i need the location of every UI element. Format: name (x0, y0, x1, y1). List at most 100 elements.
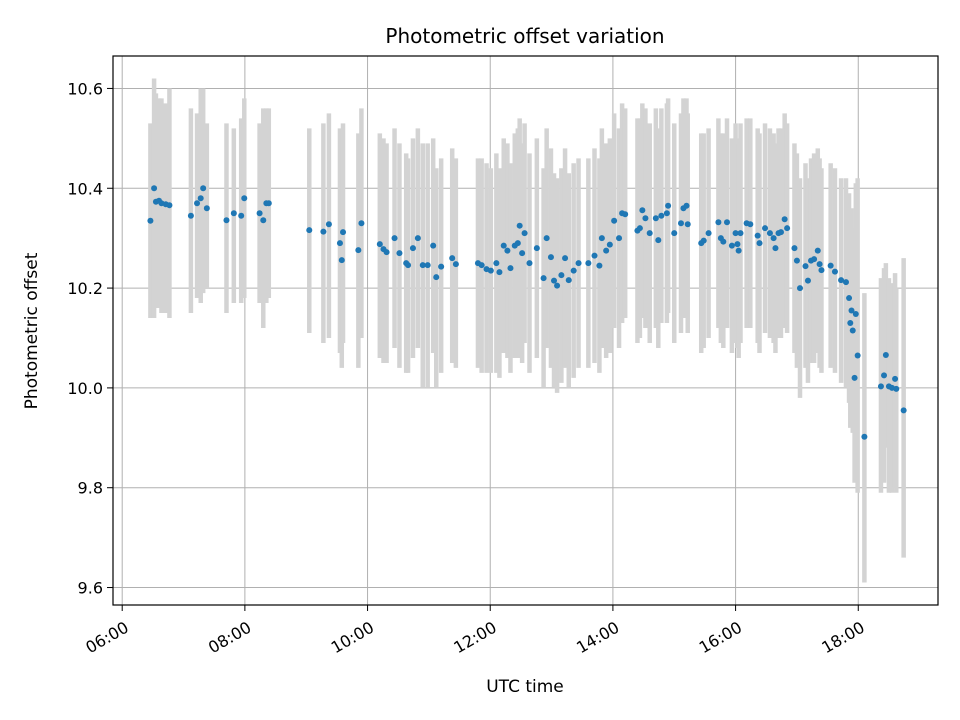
data-point (881, 372, 888, 379)
data-point (585, 260, 592, 267)
data-point (737, 230, 744, 237)
data-point (496, 269, 503, 276)
data-point (514, 240, 521, 247)
data-point (770, 235, 777, 242)
data-point (720, 238, 727, 245)
data-point (838, 277, 845, 284)
data-point (452, 261, 459, 268)
data-point (603, 247, 610, 254)
data-point (507, 265, 514, 272)
data-point (762, 225, 769, 232)
data-point (383, 249, 390, 256)
data-point (241, 195, 248, 202)
data-point (655, 237, 662, 244)
data-point (325, 221, 332, 228)
data-point (558, 272, 565, 279)
data-point (306, 227, 313, 234)
data-point (194, 200, 201, 207)
data-point (493, 260, 500, 267)
data-point (355, 247, 362, 254)
data-point (734, 241, 741, 248)
data-point (449, 255, 456, 262)
data-point (816, 261, 823, 268)
data-point (570, 267, 577, 274)
data-point (804, 277, 811, 284)
data-point (791, 245, 798, 252)
data-point (671, 230, 678, 237)
data-point (151, 185, 158, 192)
data-point (606, 241, 613, 248)
data-point (732, 230, 739, 237)
data-point (849, 327, 856, 334)
data-point (147, 217, 154, 224)
data-point (715, 219, 722, 226)
data-point (900, 407, 907, 414)
data-point (320, 228, 327, 235)
data-point (611, 217, 618, 224)
data-point (777, 229, 784, 236)
data-point (358, 220, 365, 227)
data-point (847, 320, 854, 327)
data-point (747, 221, 754, 228)
data-point (238, 212, 245, 219)
data-point (504, 247, 511, 254)
data-point (622, 211, 629, 218)
data-point (684, 221, 691, 228)
data-point (187, 212, 194, 219)
data-point (818, 267, 825, 274)
data-point (166, 202, 173, 209)
data-point (827, 262, 834, 269)
data-point (598, 235, 605, 242)
data-point (766, 230, 773, 237)
y-tick-label: 9.6 (78, 579, 103, 598)
data-point (405, 262, 412, 269)
data-point (565, 277, 572, 284)
data-point (728, 242, 735, 249)
data-point (784, 225, 791, 232)
data-point (877, 383, 884, 390)
data-point (846, 295, 853, 302)
data-point (616, 235, 623, 242)
data-point (852, 311, 859, 318)
data-point (700, 237, 707, 244)
data-point (340, 229, 347, 236)
data-point (575, 260, 582, 267)
data-point (547, 254, 554, 261)
data-point (781, 216, 788, 223)
data-point (652, 215, 659, 222)
data-point (677, 220, 684, 227)
data-point (540, 275, 547, 282)
data-point (642, 215, 649, 222)
data-point (197, 195, 204, 202)
data-point (893, 385, 900, 392)
data-point (256, 210, 263, 217)
y-tick-label: 10.2 (67, 279, 103, 298)
data-point (861, 433, 868, 440)
data-point (735, 247, 742, 254)
data-point (842, 279, 849, 286)
data-point (500, 242, 507, 249)
data-point (230, 210, 237, 217)
data-point (376, 241, 383, 248)
data-point (478, 262, 485, 269)
data-point (430, 242, 437, 249)
data-point (543, 235, 550, 242)
data-point (433, 274, 440, 281)
data-point (223, 217, 230, 224)
data-point (516, 222, 523, 229)
y-axis-ticks: 9.6 9.8 10.0 10.2 10.4 10.6 (67, 79, 113, 598)
data-point (772, 245, 779, 252)
data-point (591, 252, 598, 259)
data-point (705, 230, 712, 237)
data-point (754, 232, 761, 239)
data-point (562, 255, 569, 262)
data-point (646, 230, 653, 237)
data-point (203, 205, 210, 212)
data-point (663, 210, 670, 217)
data-points (147, 185, 907, 440)
data-point (438, 263, 445, 270)
data-point (756, 240, 763, 247)
data-point (260, 217, 267, 224)
data-point (396, 250, 403, 257)
y-tick-label: 10.6 (67, 79, 103, 98)
